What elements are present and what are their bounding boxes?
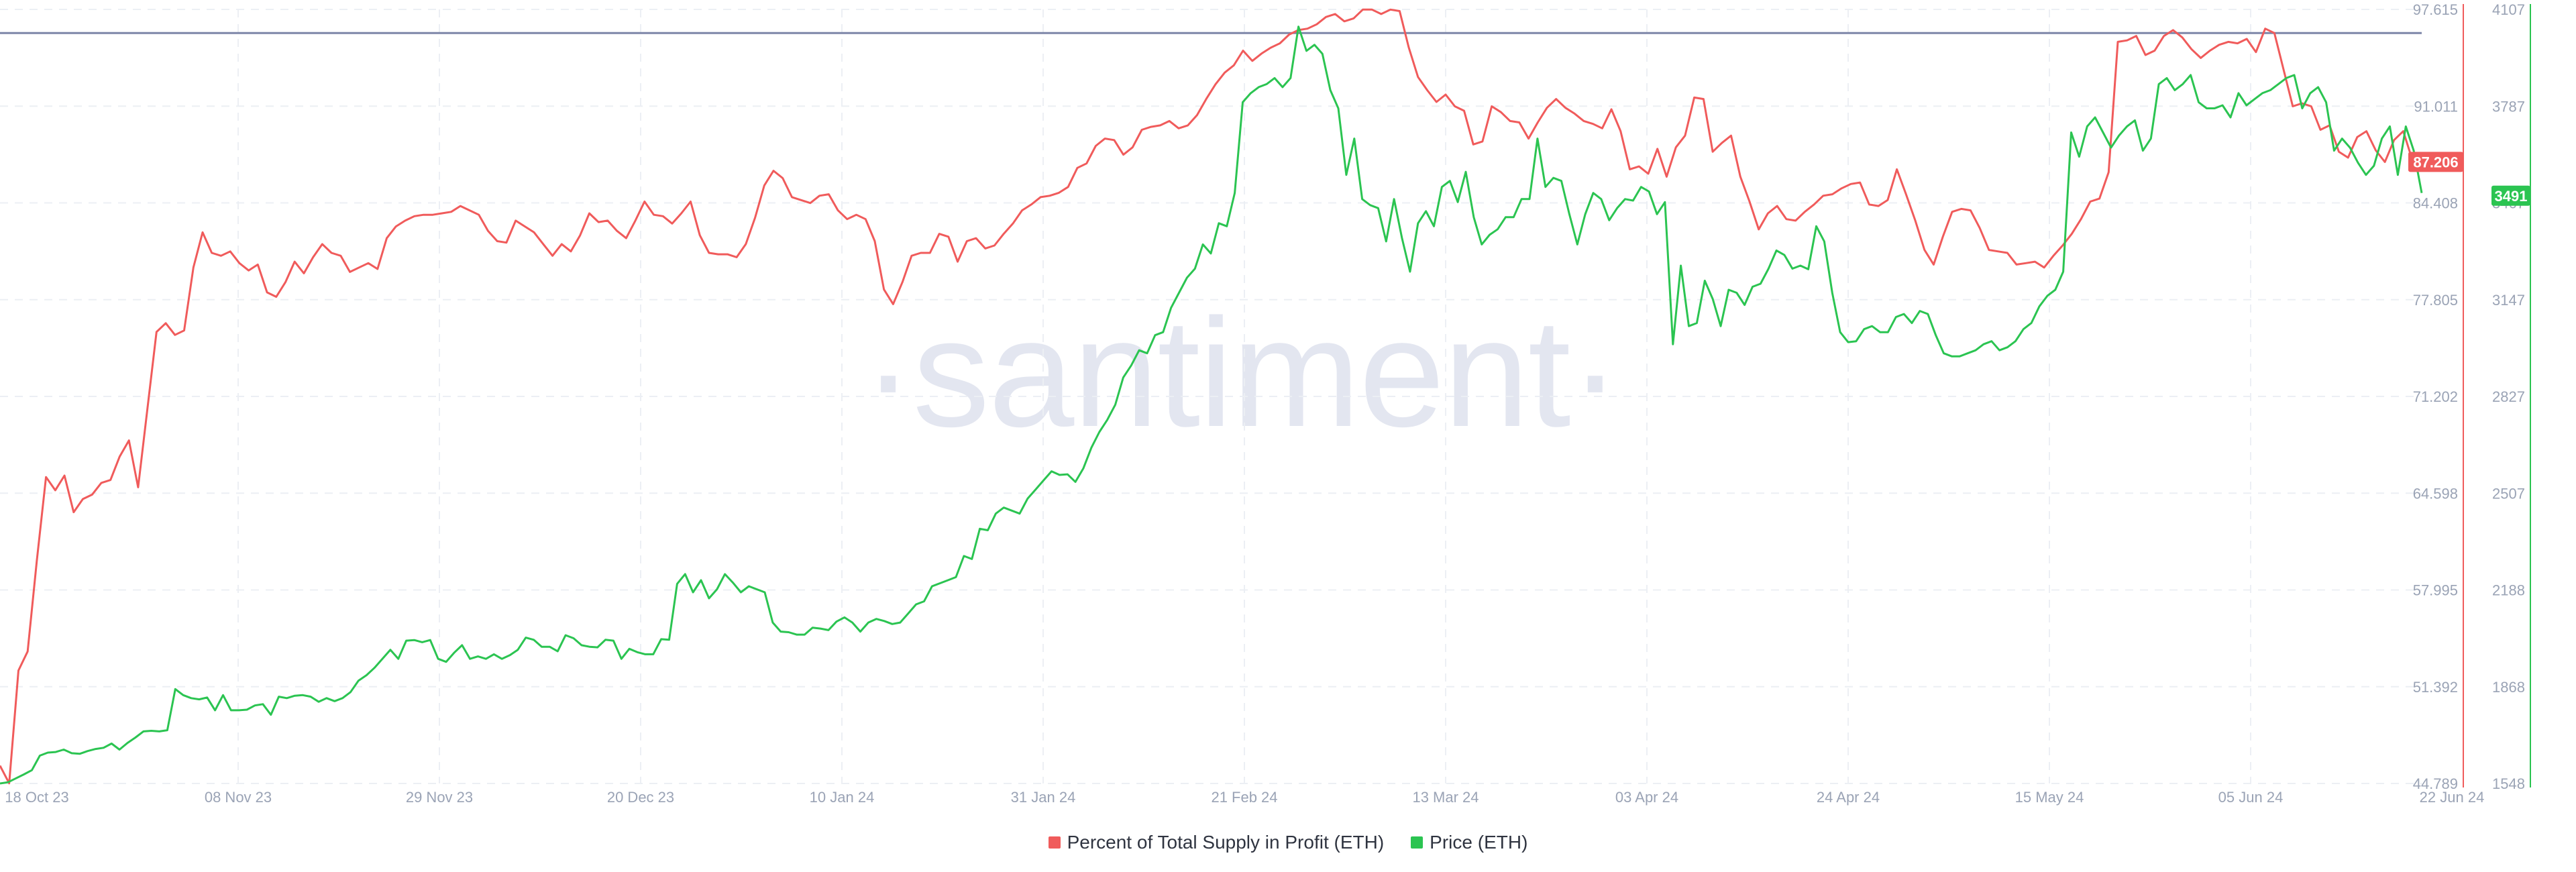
date-axis-tick-label: 20 Dec 23 [607, 789, 674, 806]
date-axis-tick-label: 15 May 24 [2015, 789, 2084, 806]
price-axis-tick-label: 1868 [2492, 679, 2525, 696]
price-axis-tick-label: 2188 [2492, 582, 2525, 599]
supply-swatch [1048, 836, 1061, 849]
date-axis-tick-label: 24 Apr 24 [1817, 789, 1880, 806]
price-axis-ticks: 410737873467314728272507218818681548 [2492, 1, 2525, 792]
date-axis-tick-label: 03 Apr 24 [1615, 789, 1678, 806]
price-axis-tick-label: 2827 [2492, 388, 2525, 405]
supply-in-profit-series-line [0, 8, 2422, 785]
chart-canvas: ·santiment· 97.615 91.011 84.408 77.805 71.2… [0, 1, 2531, 806]
supply-axis-tick-label: 97.615 [2413, 1, 2458, 18]
price-axis-tick-label: 3147 [2492, 292, 2525, 309]
supply-axis-tick-label: 77.805 [2413, 292, 2458, 309]
date-axis-tick-label: 13 Mar 24 [1412, 789, 1479, 806]
date-axis-tick-label: 08 Nov 23 [205, 789, 272, 806]
price-axis-tick-label: 4107 [2492, 1, 2525, 18]
date-axis-tick-label: 18 Oct 23 [5, 789, 68, 806]
supply-axis-tick-label: 44.789 [2413, 775, 2458, 792]
supply-axis-tick-label: 71.202 [2413, 388, 2458, 405]
price-axis-tick-label: 3787 [2492, 98, 2525, 115]
chart-legend: Percent of Total Supply in Profit (ETH) … [0, 829, 2576, 856]
legend-label-supply: Percent of Total Supply in Profit (ETH) [1067, 832, 1385, 853]
price-current-value-tag: 3491 [2491, 185, 2530, 206]
legend-item-supply[interactable]: Percent of Total Supply in Profit (ETH) [1048, 832, 1385, 853]
price-tag-background [2491, 185, 2530, 206]
price-swatch [1411, 836, 1424, 849]
legend-label-price: Price (ETH) [1430, 832, 1528, 853]
date-axis-tick-label: 31 Jan 24 [1011, 789, 1076, 806]
date-axis-tick-label: 21 Feb 24 [1211, 789, 1277, 806]
date-axis-tick-label: 29 Nov 23 [406, 789, 473, 806]
supply-axis-ticks: 97.615 91.011 84.408 77.805 71.202 64.598 57.9… [2413, 1, 2458, 792]
grid-lines [0, 9, 2422, 784]
price-series-line [0, 25, 2423, 785]
supply-axis-tick-label: 51.392 [2413, 679, 2458, 696]
santiment-watermark: ·santiment· [863, 286, 1619, 459]
supply-axis-tick-label: 64.598 [2413, 485, 2458, 502]
supply-current-value: 87.206 [2413, 154, 2458, 170]
supply-current-value-tag: 87.206 [2408, 152, 2463, 172]
supply-axis-tick-label: 91.011 [2414, 98, 2458, 115]
date-axis-ticks: 18 Oct 23 08 Nov 23 29 Nov 23 20 Dec 23 10 J… [5, 789, 2484, 806]
date-axis-tick-label: 22 Jun 24 [2420, 789, 2485, 806]
supply-axis-tick-label: 84.408 [2413, 195, 2458, 212]
legend-item-price[interactable]: Price (ETH) [1411, 832, 1527, 853]
price-axis-tick-label: 1548 [2492, 775, 2525, 792]
date-axis-tick-label: 10 Jan 24 [810, 789, 875, 806]
supply-tag-background [2408, 152, 2463, 172]
date-axis-tick-label: 05 Jun 24 [2218, 789, 2284, 806]
price-axis-tick-label: 2507 [2492, 485, 2525, 502]
price-current-value: 3491 [2495, 188, 2528, 205]
supply-axis-tick-label: 57.995 [2413, 582, 2458, 599]
